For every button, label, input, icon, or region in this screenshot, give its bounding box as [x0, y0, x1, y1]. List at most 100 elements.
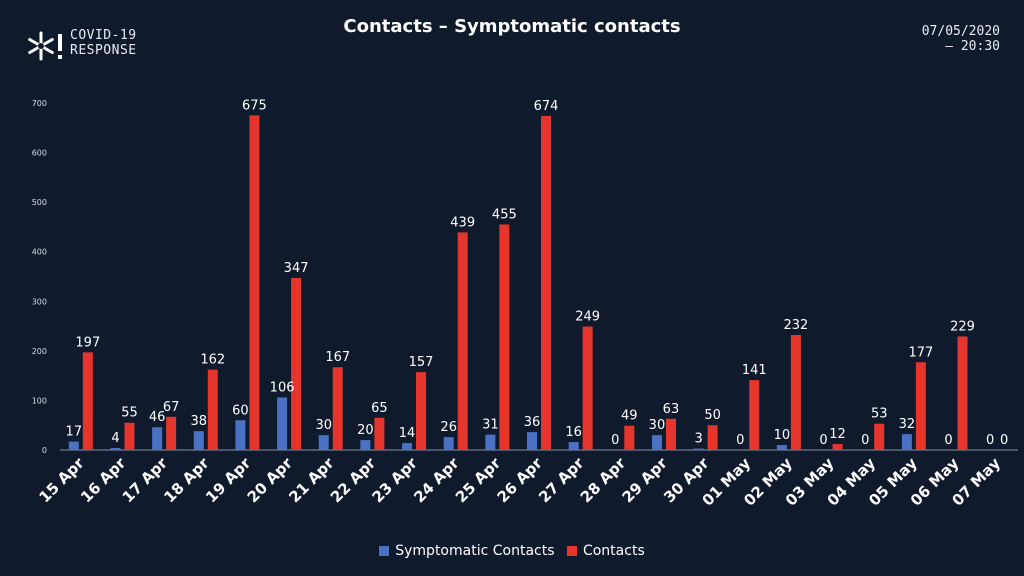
bar-contacts	[82, 352, 93, 450]
y-tick-label: 300	[32, 297, 47, 306]
data-label-symptomatic: 0	[819, 433, 827, 448]
data-label-contacts: 53	[871, 407, 888, 422]
legend-item-symptomatic: Symptomatic Contacts	[379, 543, 555, 559]
bar-symptomatic	[568, 442, 579, 450]
data-label-contacts: 141	[742, 363, 767, 378]
date-label: 07/05/2020	[921, 24, 1000, 39]
data-label-contacts: 55	[121, 406, 138, 421]
data-label-symptomatic: 60	[232, 403, 249, 418]
legend-swatch-contacts	[566, 546, 577, 556]
data-label-contacts: 439	[450, 215, 475, 230]
bar-contacts	[749, 380, 760, 450]
data-label-contacts: 249	[575, 310, 600, 325]
data-label-symptomatic: 26	[440, 420, 457, 435]
bar-contacts	[874, 423, 885, 450]
bar-symptomatic	[277, 397, 288, 450]
bar-contacts	[665, 418, 676, 450]
bar-symptomatic	[651, 435, 662, 450]
bar-contacts	[291, 277, 302, 450]
data-label-contacts: 177	[908, 345, 933, 360]
data-label-contacts: 229	[950, 319, 975, 334]
bar-contacts	[374, 417, 385, 450]
bar-contacts	[249, 115, 260, 451]
bar-symptomatic	[235, 420, 246, 450]
data-label-contacts: 675	[242, 98, 267, 113]
data-label-symptomatic: 106	[270, 380, 295, 395]
bar-symptomatic	[68, 441, 79, 450]
y-tick-label: 500	[32, 198, 47, 207]
x-tick-label: 18 Apr	[160, 454, 213, 507]
bar-contacts	[332, 367, 343, 450]
data-label-contacts: 65	[371, 401, 388, 416]
bar-contacts	[957, 336, 968, 450]
x-tick-label: 25 Apr	[452, 454, 505, 507]
y-tick-label: 200	[32, 347, 47, 356]
data-label-contacts: 162	[200, 353, 225, 368]
x-tick-label: 21 Apr	[285, 454, 338, 507]
data-label-contacts: 12	[829, 427, 846, 442]
y-tick-label: 100	[32, 396, 47, 405]
data-label-symptomatic: 3	[694, 432, 702, 447]
bar-symptomatic	[527, 432, 537, 450]
bar-symptomatic	[152, 427, 163, 450]
data-label-symptomatic: 20	[357, 423, 374, 438]
data-label-contacts: 167	[325, 350, 350, 365]
data-label-symptomatic: 10	[774, 428, 791, 443]
bar-contacts	[124, 422, 135, 450]
y-tick-label: 0	[42, 446, 47, 455]
data-label-contacts: 197	[75, 335, 100, 350]
bar-symptomatic	[402, 443, 413, 450]
brand-logo: COVID-19 RESPONSE	[26, 26, 166, 66]
legend-label-contacts: Contacts	[582, 543, 645, 559]
data-label-contacts: 67	[163, 400, 180, 415]
bar-symptomatic	[110, 448, 121, 450]
y-tick-label: 400	[32, 248, 47, 257]
brand-line-1: COVID-19	[70, 28, 137, 43]
x-tick-label: 15 Apr	[35, 454, 88, 507]
bar-contacts	[457, 232, 468, 450]
data-label-contacts: 157	[409, 355, 434, 370]
x-tick-label: 23 Apr	[369, 454, 422, 507]
chart-legend: Symptomatic Contacts Contacts	[0, 543, 1024, 560]
legend-label-symptomatic: Symptomatic Contacts	[395, 543, 555, 559]
data-label-contacts: 63	[663, 402, 680, 417]
brand-line-2: RESPONSE	[70, 43, 137, 58]
data-label-symptomatic: 0	[944, 433, 952, 448]
bar-contacts	[166, 416, 177, 450]
data-label-symptomatic: 17	[66, 425, 83, 440]
bar-contacts	[582, 326, 593, 450]
bar-contacts	[541, 115, 551, 450]
bar-symptomatic	[443, 437, 454, 450]
x-tick-label: 19 Apr	[202, 454, 255, 507]
bar-contacts	[499, 224, 510, 450]
data-label-symptomatic: 32	[899, 417, 916, 432]
bar-contacts	[707, 425, 718, 450]
datetime-stamp: 07/05/2020 — 20:30	[922, 24, 1000, 54]
snowflake-exclamation-icon	[28, 31, 62, 61]
bar-symptomatic	[485, 434, 496, 450]
data-label-contacts: 0	[1000, 433, 1008, 448]
y-tick-label: 700	[32, 99, 47, 108]
x-tick-label: 27 Apr	[535, 454, 588, 507]
bar-symptomatic	[901, 434, 912, 450]
data-label-symptomatic: 4	[111, 431, 119, 446]
bar-symptomatic	[360, 440, 371, 450]
bar-contacts	[416, 372, 427, 450]
legend-swatch-symptomatic	[379, 546, 390, 556]
x-tick-label: 26 Apr	[494, 454, 547, 507]
time-label: — 20:30	[945, 39, 1000, 54]
x-tick-label: 29 Apr	[619, 454, 672, 507]
bar-contacts	[832, 444, 843, 450]
bar-symptomatic	[193, 431, 204, 450]
x-tick-label: 16 Apr	[77, 454, 130, 507]
data-label-contacts: 49	[621, 409, 638, 424]
x-tick-label: 22 Apr	[327, 454, 380, 507]
data-label-symptomatic: 30	[315, 418, 332, 433]
bar-contacts	[207, 369, 218, 450]
data-label-symptomatic: 38	[191, 414, 208, 429]
x-tick-label: 17 Apr	[119, 454, 172, 507]
bar-contacts	[790, 334, 801, 450]
data-label-symptomatic: 0	[861, 433, 869, 448]
data-label-symptomatic: 30	[649, 418, 666, 433]
data-label-contacts: 347	[284, 261, 309, 276]
